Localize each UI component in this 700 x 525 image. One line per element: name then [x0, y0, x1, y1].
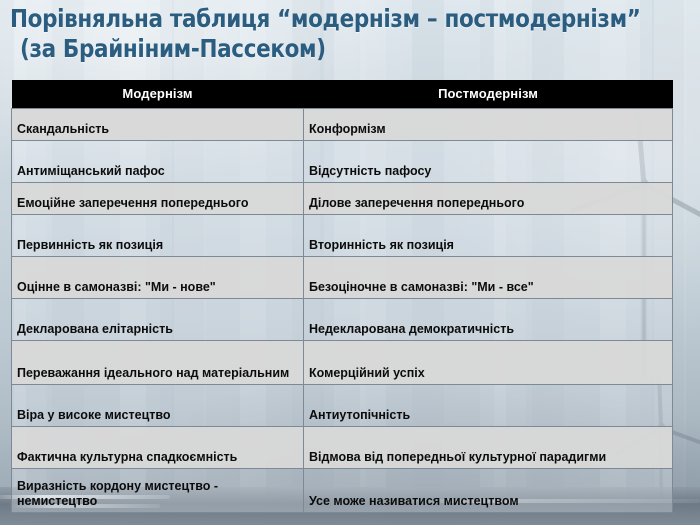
title-line-2: (за Брайніним-Пассеком) [20, 34, 326, 63]
table-row: Скандальність Конформізм [11, 108, 673, 141]
cell-postmodernism: Вторинність як позиція [303, 214, 673, 257]
table-row: Переважання ідеального над матеріальним … [11, 340, 673, 385]
table-header-row: Модернізм Постмодернізм [11, 80, 673, 109]
table-row: Первинність як позиція Вторинність як по… [11, 214, 673, 257]
cell-postmodernism: Ділове заперечення попереднього [303, 182, 673, 215]
table-row: Декларована елітарність Недекларована де… [11, 298, 673, 341]
cell-postmodernism: Антиутопічність [303, 384, 673, 427]
cell-postmodernism: Відсутність пафосу [303, 140, 673, 183]
comparison-table: Модернізм Постмодернізм Скандальність Ко… [11, 80, 673, 513]
cell-postmodernism: Відмова від попередньої культурної парад… [303, 426, 673, 469]
title-line-1: Порівняльна таблиця “модернізм – постмод… [10, 4, 641, 33]
cell-modernism: Віра у високе мистецтво [11, 384, 304, 427]
cell-modernism: Виразність кордону мистецтво - немистецт… [11, 468, 304, 513]
table-body: Скандальність Конформізм Антиміщанський … [11, 108, 673, 513]
column-header-postmodernism: Постмодернізм [303, 80, 673, 109]
table-row: Фактична культурна спадкоємність Відмова… [11, 426, 673, 469]
cell-modernism: Скандальність [11, 108, 304, 141]
cell-postmodernism: Недекларована демократичність [303, 298, 673, 341]
cell-modernism: Емоційне заперечення попереднього [11, 182, 304, 215]
cell-postmodernism: Усе може називатися мистецтвом [303, 468, 673, 513]
cell-modernism: Первинність як позиція [11, 214, 304, 257]
cell-modernism: Оцінне в самоназві: "Ми - нове" [11, 256, 304, 299]
page-title: Порівняльна таблиця “модернізм – постмод… [10, 4, 682, 64]
table-row: Віра у високе мистецтво Антиутопічність [11, 384, 673, 427]
cell-modernism: Декларована елітарність [11, 298, 304, 341]
cell-modernism: Фактична культурна спадкоємність [11, 426, 304, 469]
cell-postmodernism: Безоціночне в самоназві: "Ми - все" [303, 256, 673, 299]
cell-postmodernism: Конформізм [303, 108, 673, 141]
cell-modernism: Антиміщанський пафос [11, 140, 304, 183]
table-row: Емоційне заперечення попереднього Ділове… [11, 182, 673, 215]
cell-modernism: Переважання ідеального над матеріальним [11, 340, 304, 385]
cell-postmodernism: Комерційний успіх [303, 340, 673, 385]
comparison-table-container: Модернізм Постмодернізм Скандальність Ко… [11, 80, 673, 513]
table-head: Модернізм Постмодернізм [11, 80, 673, 109]
table-row: Виразність кордону мистецтво - немистецт… [11, 468, 673, 513]
table-row: Оцінне в самоназві: "Ми - нове" Безоціно… [11, 256, 673, 299]
column-header-modernism: Модернізм [11, 80, 304, 109]
table-row: Антиміщанський пафос Відсутність пафосу [11, 140, 673, 183]
